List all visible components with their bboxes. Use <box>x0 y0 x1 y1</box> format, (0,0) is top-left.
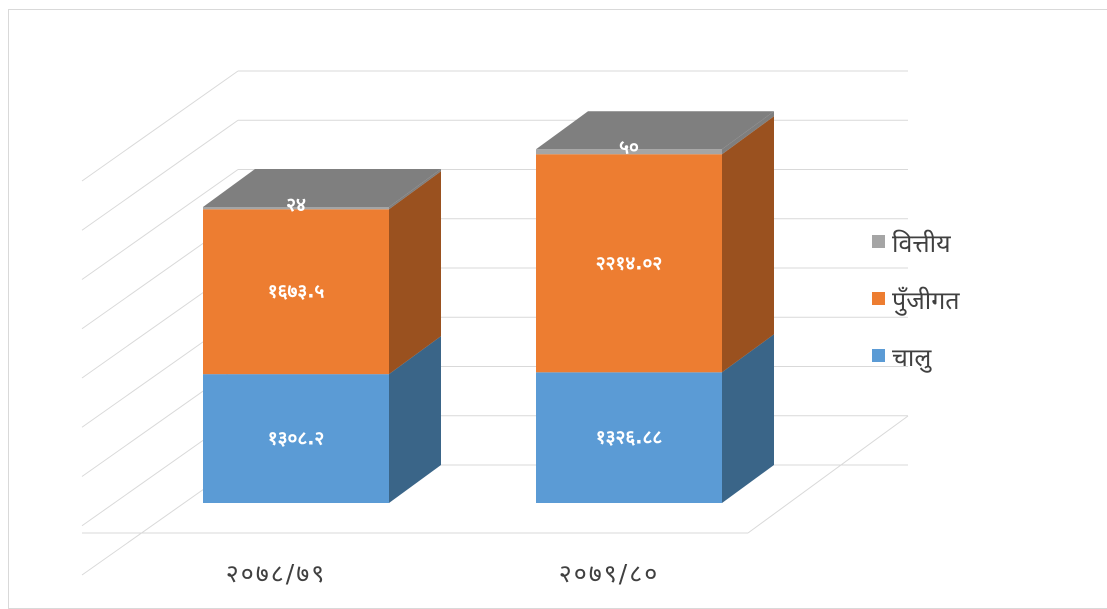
bar-segment <box>203 374 389 503</box>
legend-label: वित्तीय <box>892 229 951 258</box>
gridline-side <box>81 169 239 280</box>
legend-swatch <box>872 235 885 248</box>
bar-stack: १३२६.८८ २२१४.०२ ५० <box>536 111 774 503</box>
data-label: १६७३.५ <box>268 281 325 303</box>
gridline-side <box>81 119 239 231</box>
data-label: २४ <box>286 194 306 216</box>
bar-top <box>536 111 774 150</box>
legend-swatch <box>872 349 885 362</box>
bar-side <box>722 334 774 503</box>
stacked-3d-bar-chart: १३०८.२ १६७३.५ २४ २०७८/७९ १३२६.८८ २२१४.०२ ५० २०७… <box>81 70 960 588</box>
bar-segment <box>536 149 722 155</box>
legend-item: वित्तीय <box>872 229 951 258</box>
data-label: १३२६.८८ <box>596 427 663 449</box>
bar-side <box>722 111 774 155</box>
bar-side <box>722 116 774 373</box>
bar-side <box>389 168 441 210</box>
bar-segment <box>203 206 389 210</box>
legend-item: पुँजीगत <box>872 286 960 316</box>
bar-segment <box>203 209 389 375</box>
bar-segment <box>536 372 722 503</box>
bar-stack: १३०८.२ १६७३.५ २४ <box>203 168 441 503</box>
data-label: ५० <box>619 136 639 158</box>
legend-label: चालु <box>892 343 932 373</box>
legend-label: पुँजीगत <box>892 286 960 316</box>
data-label: २२१४.०२ <box>596 252 663 274</box>
data-label: १३०८.२ <box>268 428 325 450</box>
category-label: २०७९/८० <box>559 559 659 588</box>
floor-edge-right <box>747 415 909 534</box>
gridline-side <box>81 70 239 182</box>
bar-side <box>389 336 441 503</box>
bar-side <box>389 171 441 375</box>
legend-swatch <box>872 292 885 305</box>
legend-item: चालु <box>872 343 932 373</box>
bar-top <box>203 168 441 207</box>
bar-segment <box>536 154 722 373</box>
category-label: २०७८/७९ <box>226 559 326 588</box>
